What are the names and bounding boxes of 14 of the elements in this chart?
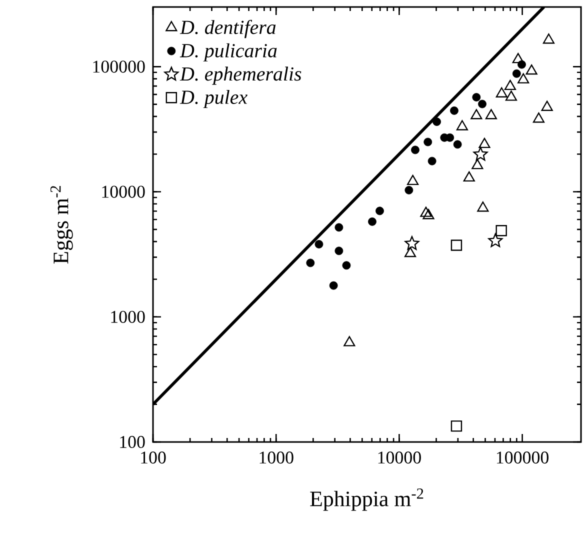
legend-label: D. dentifera — [180, 20, 276, 38]
y-tick-label: 10000 — [102, 186, 145, 198]
legend-label: D. pulex — [180, 90, 248, 108]
legend-label: D. ephemeralis — [180, 66, 302, 85]
x-tick-label: 10000 — [378, 452, 421, 464]
y-tick-label: 100 — [120, 436, 145, 448]
x-tick-label: 100 — [141, 452, 166, 464]
x-tick-label: 1000 — [260, 452, 294, 464]
x-axis-title: Ephippia m$^{-2}$ — [310, 488, 424, 511]
y-tick-label: 1000 — [111, 310, 145, 323]
y-tick-label: 100000 — [93, 60, 145, 73]
y-axis-title: Eggs m$^{-2}$ — [50, 186, 73, 264]
x-tick-label: 100000 — [496, 452, 548, 464]
legend-label: D. pulicaria — [180, 43, 277, 62]
